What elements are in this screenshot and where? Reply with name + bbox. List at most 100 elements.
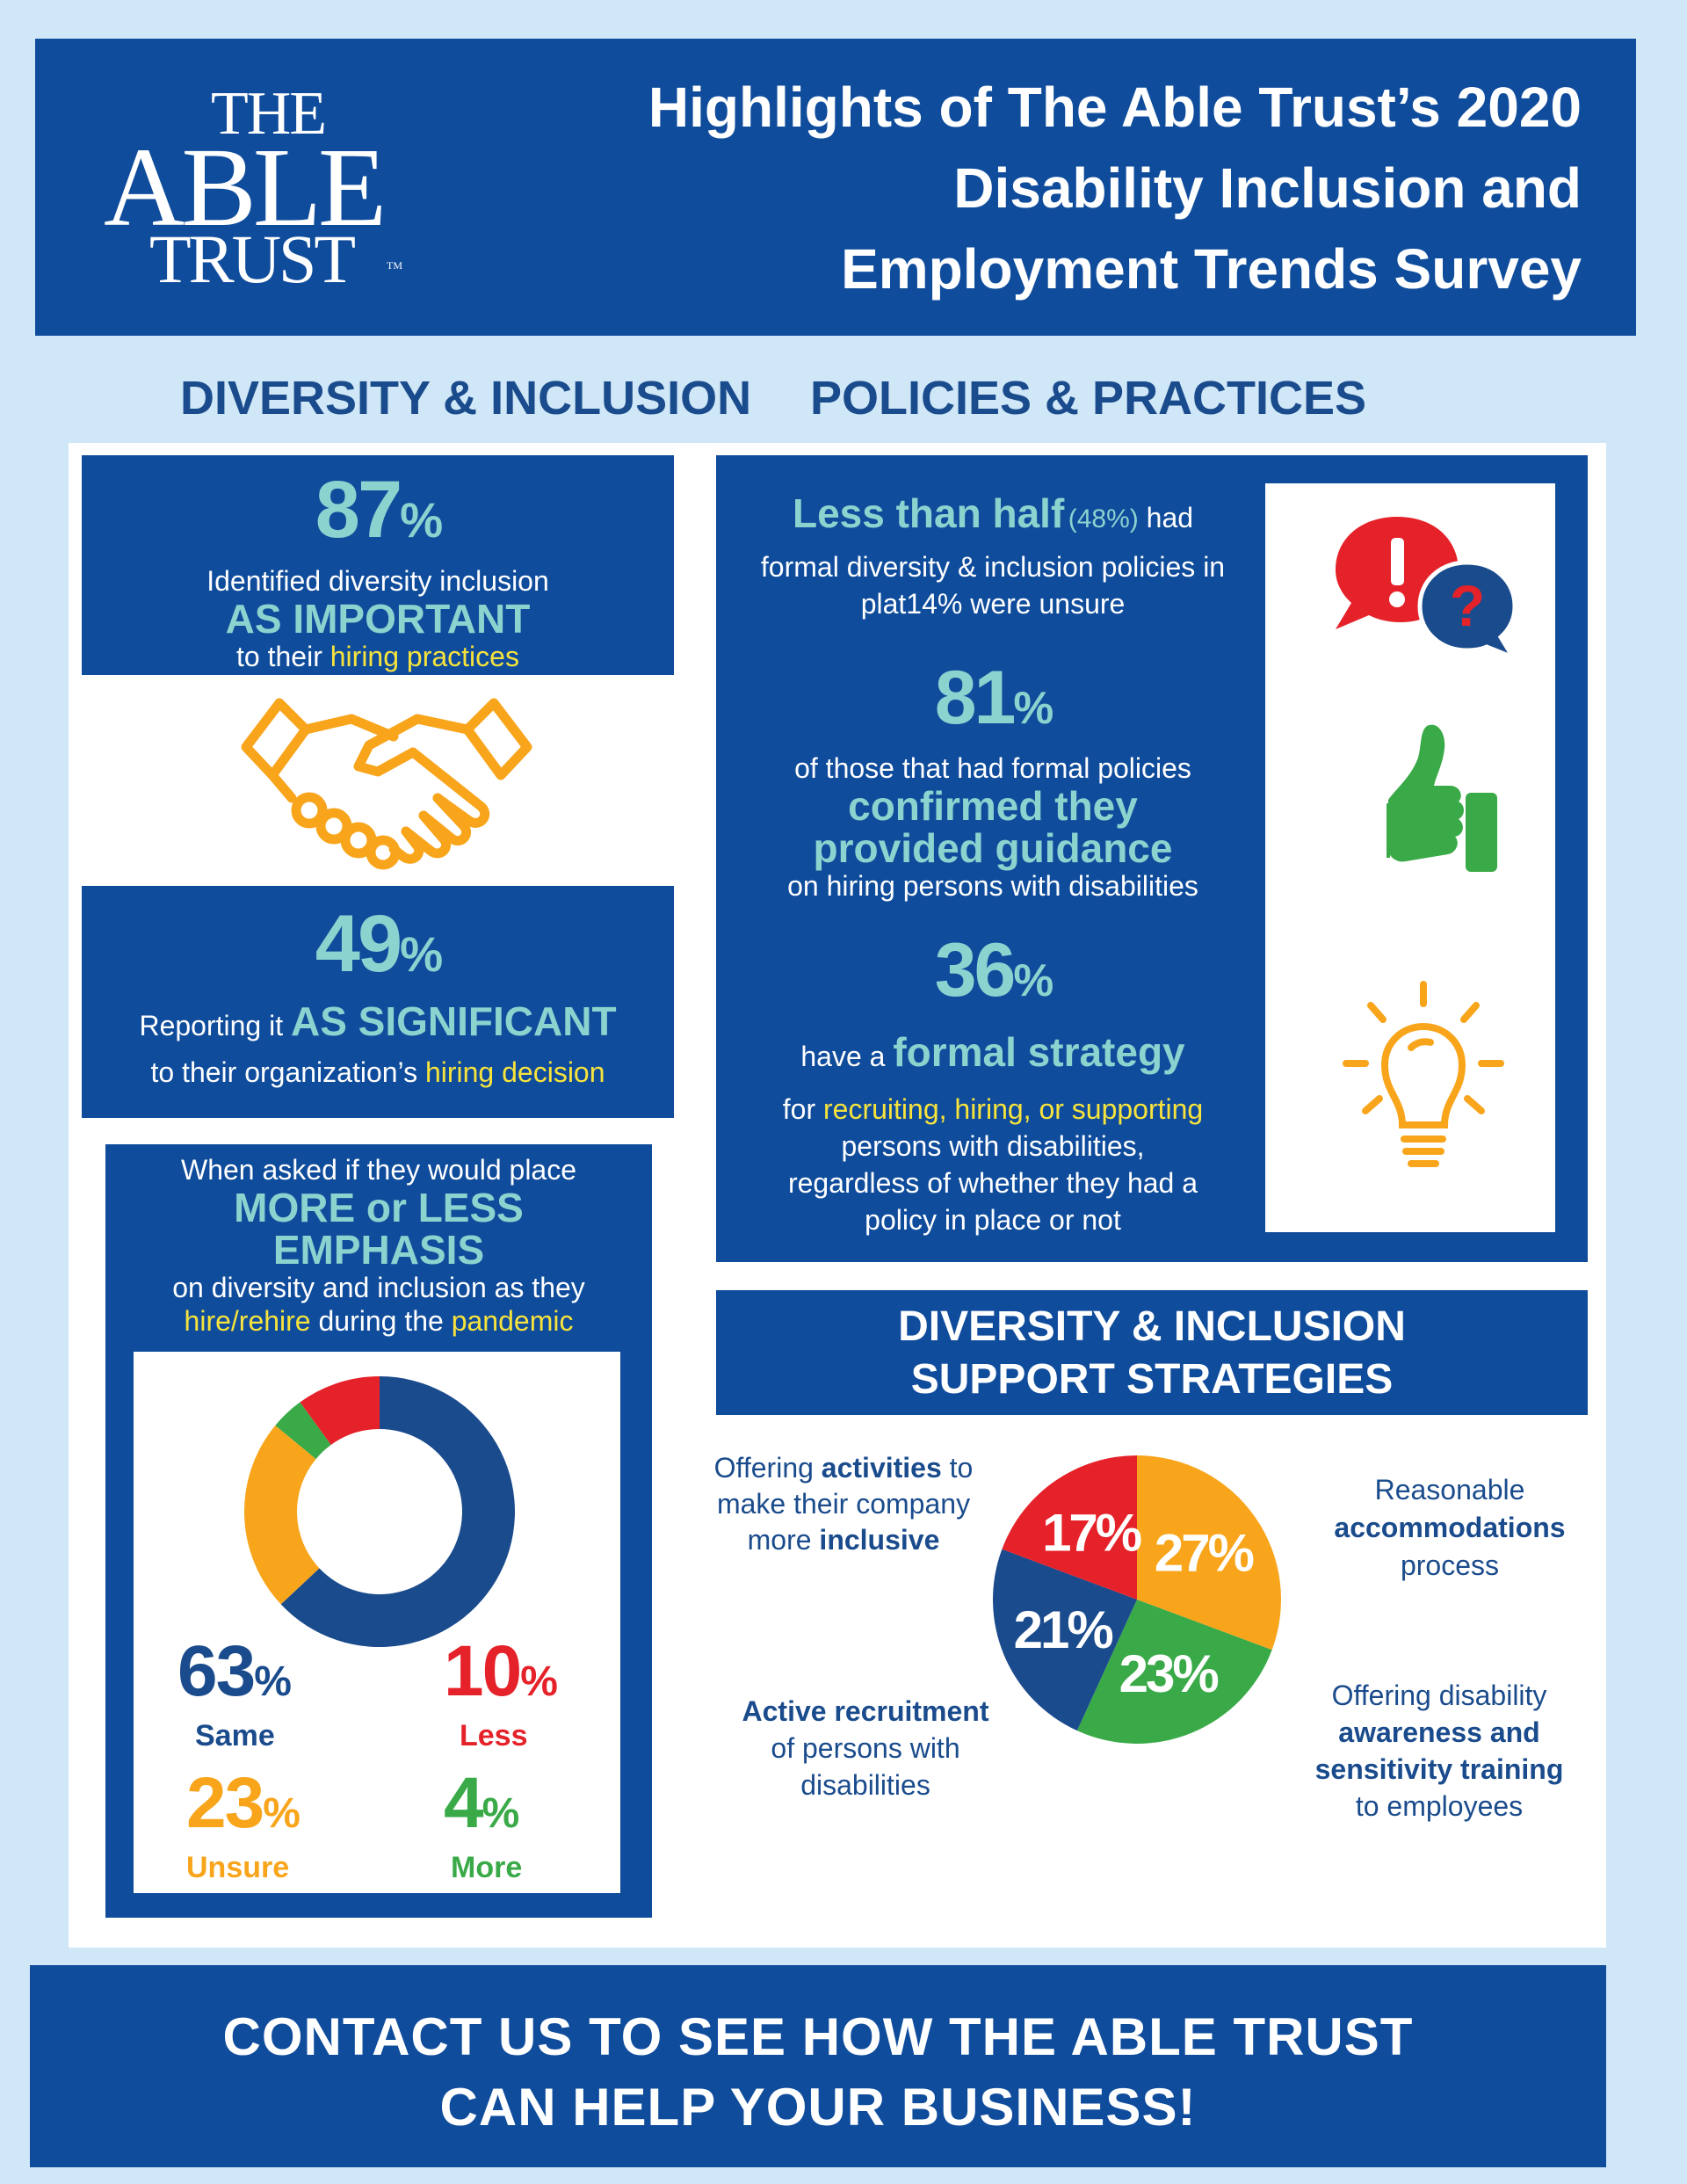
strategy-recruitment-line3: disabilities [800,1769,930,1801]
pie-slice-recruitment [993,1549,1137,1731]
strategy-accommodations-line3: process [1400,1549,1500,1581]
strategy-recruitment: Active recruitment of persons with disab… [720,1693,1010,1803]
stat-significant-line1: Reporting it AS SIGNIFICANT [139,998,617,1044]
donut-legend: 63% Same 10% Less 23% Unsure 4% More [176,1635,580,1890]
legend-more-label: More [451,1851,523,1884]
legend-unsure: 23% Unsure [186,1763,300,1885]
strategy-activities-line1: Offering activities to [713,1452,974,1484]
stat-important-line1: Identified diversity inclusion [206,565,549,597]
header-banner [35,39,1636,336]
legend-more: 4% More [444,1767,522,1885]
legend-unsure-label: Unsure [186,1851,290,1884]
svg-text:?: ? [1450,573,1485,638]
strategy-accommodations: Reasonable accommodations process [1300,1471,1599,1585]
legend-same-label: Same [195,1719,275,1752]
policy-stat-2-emphasis-2: provided guidance [813,825,1173,871]
logo-trust: TRUST [149,221,356,297]
policy-stat-3-line2: for recruiting, hiring, or supporting [782,1093,1204,1125]
stat-important-number: 87% [315,465,443,555]
section-title-policies: POLICIES & PRACTICES [810,372,1367,424]
legend-same: 63% Same [177,1631,292,1753]
pie-label-activities: 17% [1042,1504,1141,1563]
stat-significant-box [82,886,674,1118]
legend-more-value: 4% [444,1763,519,1843]
thumbs-up-icon [1387,724,1497,872]
donut-slice-same [280,1376,515,1647]
legend-less-label: Less [460,1719,528,1752]
strategy-training-line1: Offering disability [1331,1680,1547,1711]
strategy-accommodations-line2: accommodations [1334,1512,1566,1543]
title-line-3: Employment Trends Survey [841,237,1582,301]
strategy-training: Offering disability awareness and sensit… [1281,1677,1597,1825]
policy-stat-3: 36% have a formal strategy for recruitin… [729,926,1256,1238]
emphasis-heading-2: EMPHASIS [272,1227,485,1273]
emphasis-line4: hire/rehire during the pandemic [184,1305,574,1337]
pie-label-accommodations: 27% [1155,1524,1254,1583]
emphasis-line3: on diversity and inclusion as they [172,1272,585,1303]
logo-able: ABLE [104,125,387,250]
strategy-training-line2: awareness and [1338,1716,1540,1748]
policy-stat-2-line1: of those that had formal policies [794,752,1191,784]
contact-cta-line1: CONTACT US TO SEE HOW THE ABLE TRUST [222,2007,1414,2066]
support-title-box [716,1290,1588,1415]
strategy-accommodations-line1: Reasonable [1374,1474,1525,1506]
pie-label-training: 23% [1119,1644,1219,1703]
pie-slice-training [1076,1600,1272,1744]
legend-unsure-value: 23% [186,1763,300,1843]
handshake-icon [241,698,532,870]
support-title-line1: DIVERSITY & INCLUSION [898,1303,1406,1350]
pie-slice-accommodations [1137,1455,1281,1651]
policy-stat-3-line5: policy in place or not [865,1204,1121,1236]
strategy-training-line4: to employees [1355,1790,1524,1822]
policy-stat-1: Less than half (48%) had formal diversit… [729,492,1256,622]
policy-stat-1-line2: formal diversity & inclusion policies in [760,551,1226,583]
policy-stat-2: 81% of those that had formal policies co… [729,654,1256,903]
policy-stat-3-line3: persons with disabilities, [841,1130,1145,1162]
stat-significant-number: 49% [315,899,443,989]
donut-slice-more [275,1402,331,1460]
stat-significant: 49% Reporting it AS SIGNIFICANT to their… [82,898,674,1089]
stat-significant-line2: to their organization’s hiring decision [150,1056,605,1088]
emphasis-text: When asked if they would place MORE or L… [105,1153,652,1338]
strategy-activities-line2: make their company [716,1488,971,1520]
pie-label-recruitment: 21% [1014,1600,1113,1659]
page-title: Highlights of The Able Trust’s 2020 Disa… [422,67,1582,309]
policy-stat-3-number: 36% [934,928,1054,1012]
donut-slice-less [300,1376,380,1445]
stat-important-emphasis: AS IMPORTANT [225,596,531,642]
donut-slice-unsure [244,1425,320,1605]
strategy-training-line3: sensitivity training [1314,1753,1564,1785]
lightbulb-icon [1343,981,1504,1167]
support-title-line2: SUPPORT STRATEGIES [910,1356,1394,1403]
policy-stat-3-line1: have a formal strategy [800,1029,1185,1075]
policy-stat-2-emphasis-1: confirmed they [848,783,1138,829]
strategy-activities-line3: more inclusive [747,1524,940,1556]
policy-stat-2-number: 81% [934,656,1054,740]
strategy-recruitment-line1: Active recruitment [742,1695,989,1727]
policy-stat-2-line4: on hiring persons with disabilities [787,870,1198,902]
contact-footer[interactable]: CONTACT US TO SEE HOW THE ABLE TRUST CAN… [30,1965,1606,2167]
legend-less: 10% Less [444,1631,558,1753]
section-title-diversity: DIVERSITY & INCLUSION [180,372,752,424]
contact-cta[interactable]: CONTACT US TO SEE HOW THE ABLE TRUST CAN… [30,2002,1606,2143]
emphasis-line1: When asked if they would place [180,1154,577,1186]
support-title: DIVERSITY & INCLUSION SUPPORT STRATEGIES [716,1301,1588,1406]
emphasis-donut-chart [244,1376,515,1647]
speech-bubbles-icon: ? [1336,517,1517,659]
support-pie-chart: 27% 23%21% 17% [993,1455,1281,1744]
emphasis-heading-1: MORE or LESS [234,1185,524,1230]
title-line-2: Disability Inclusion and [953,156,1582,220]
stat-important: 87% Identified diversity inclusion AS IM… [82,466,674,673]
strategy-recruitment-line2: of persons with [771,1732,960,1764]
stat-important-box [82,455,674,675]
able-trust-logo: THE ABLE TRUST TM [97,79,413,297]
pie-slice-activities [1002,1455,1137,1600]
legend-same-value: 63% [177,1631,292,1711]
logo-tm: TM [387,259,402,272]
policy-stat-1-line3: plat14% were unsure [860,588,1126,620]
stat-important-line3: to their hiring practices [236,641,519,672]
legend-less-value: 10% [444,1631,558,1711]
contact-cta-line2: CAN HELP YOUR BUSINESS! [439,2078,1197,2137]
strategy-activities: Offering activities to make their compan… [703,1450,984,1558]
policy-stat-3-line4: regardless of whether they had a [787,1167,1198,1199]
